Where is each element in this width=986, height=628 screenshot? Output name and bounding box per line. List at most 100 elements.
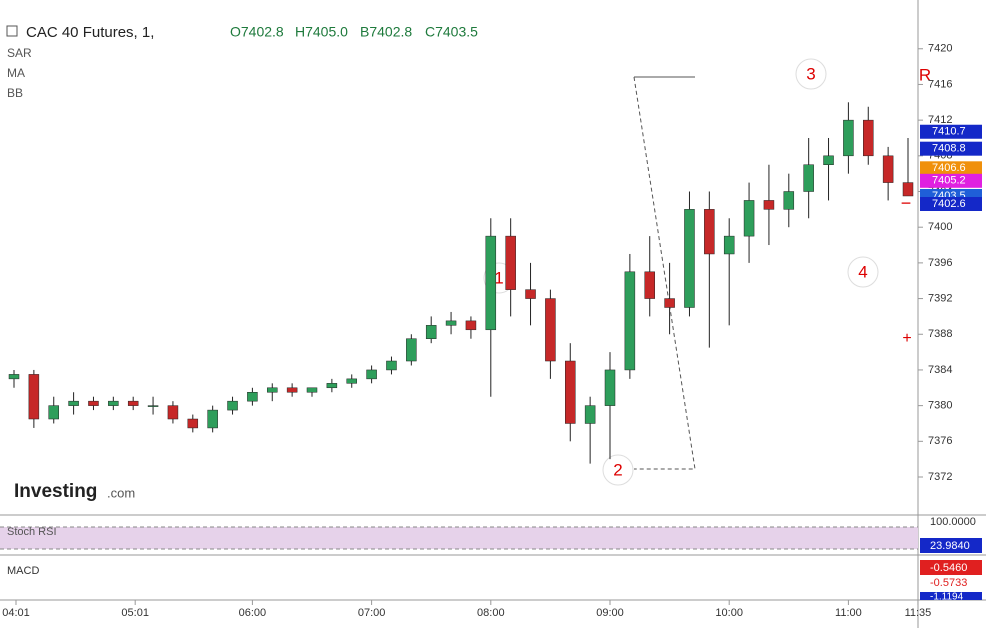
candle-body <box>68 400 79 406</box>
candle-body <box>227 400 238 411</box>
y-tick-label: 7396 <box>928 257 952 269</box>
candle-body <box>704 209 715 255</box>
annotation: 2 <box>613 460 622 479</box>
candle-body <box>445 320 457 326</box>
logo: .com <box>107 485 135 500</box>
y-tick-label: 7372 <box>928 471 952 483</box>
macd-tag <box>920 560 982 575</box>
candle-body <box>406 338 417 362</box>
price-tag <box>920 124 982 139</box>
stoch-label: 23.9840 <box>930 540 970 552</box>
candle-body <box>584 405 596 424</box>
candle-body <box>366 369 377 380</box>
macd-label: -1.1194 <box>930 592 964 603</box>
annotation: 4 <box>858 262 867 281</box>
y-tick-label: 7416 <box>928 78 952 90</box>
x-tick-label: 09:00 <box>596 607 624 619</box>
x-tick-label: 06:00 <box>239 607 267 619</box>
x-tick-label: 11:35 <box>905 607 932 619</box>
candle-body <box>723 235 735 255</box>
candle-body <box>763 200 775 210</box>
candle-body <box>743 200 755 237</box>
chart-title: CAC 40 Futures, 1, <box>26 24 154 41</box>
candle-body <box>803 164 814 192</box>
annotation-circle <box>795 58 827 90</box>
candle-body <box>863 119 874 157</box>
candle-body <box>247 391 258 402</box>
candle-body <box>604 369 616 406</box>
indicator-label[interactable]: Stoch RSI <box>7 526 57 538</box>
y-tick-label: 7412 <box>928 114 952 126</box>
candle-body <box>28 374 40 420</box>
candle-body <box>902 182 914 197</box>
y-tick-label: 7392 <box>928 292 952 304</box>
stoch-band <box>0 527 918 549</box>
candle-body <box>425 325 437 339</box>
x-tick-label: 10:00 <box>715 607 743 619</box>
candle-body <box>624 271 636 371</box>
price-tag-label: 7406.6 <box>932 162 966 174</box>
candle-body <box>167 405 179 420</box>
annotation: R <box>919 65 931 84</box>
collapse-icon[interactable] <box>6 25 18 37</box>
x-tick-label: 05:01 <box>121 607 149 619</box>
price-tag-label: 7402.6 <box>932 198 966 210</box>
annotation: − <box>901 193 912 213</box>
y-tick-label: 7400 <box>928 221 952 233</box>
price-tag-label: 7408.8 <box>932 143 966 155</box>
x-tick-label: 08:00 <box>477 607 505 619</box>
price-tag-label: 7410.7 <box>932 126 966 138</box>
annotation: 3 <box>806 64 815 83</box>
candle-body <box>386 360 397 371</box>
indicator-label[interactable]: MA <box>7 66 25 80</box>
candle-body <box>485 235 497 331</box>
candle-body <box>823 155 834 165</box>
macd-tag <box>920 592 982 600</box>
candle-body <box>326 383 338 389</box>
header-value: C7403.5 <box>425 24 478 40</box>
header-value: B7402.8 <box>360 24 412 40</box>
macd-label: -0.5733 <box>930 577 967 589</box>
macd-label: -0.5460 <box>930 562 967 574</box>
candle-body <box>88 400 99 406</box>
candle-body <box>664 298 675 308</box>
x-tick-label: 04:01 <box>2 607 30 619</box>
x-tick-label: 11:00 <box>835 607 862 619</box>
candle-body <box>306 387 318 393</box>
y-tick-label: 7420 <box>928 43 952 55</box>
indicator-label[interactable]: SAR <box>7 46 32 60</box>
x-tick-label: 07:00 <box>358 607 386 619</box>
candle-body <box>783 191 795 210</box>
candle-body <box>147 405 159 407</box>
price-tag <box>920 173 982 188</box>
price-tag-label: 7405.2 <box>932 175 966 187</box>
candle-body <box>346 378 357 384</box>
candle-body <box>644 271 655 299</box>
candle-body <box>108 400 119 406</box>
header-value: H7405.0 <box>295 24 348 40</box>
y-tick-label: 7388 <box>928 328 952 340</box>
stoch-label: 100.0000 <box>930 516 976 528</box>
candle-body <box>48 405 59 420</box>
indicator-label[interactable]: MACD <box>7 565 39 577</box>
annotation-circle <box>847 256 879 288</box>
candle-body <box>465 320 477 331</box>
drawing-line <box>633 76 696 470</box>
candle-body <box>286 387 298 393</box>
price-tag <box>920 161 982 176</box>
logo: Investing <box>14 481 97 502</box>
candle-body <box>565 360 576 424</box>
candle-body <box>187 418 199 429</box>
candle-body <box>545 298 556 362</box>
candle-body <box>684 209 695 308</box>
header-value: O7402.8 <box>230 24 284 40</box>
indicator-label[interactable]: BB <box>7 86 23 100</box>
y-tick-label: 7384 <box>928 364 952 376</box>
annotation: + <box>902 330 911 347</box>
price-tag <box>920 197 982 211</box>
candle-body <box>843 119 854 157</box>
candle-body <box>207 409 218 429</box>
annotation-circle <box>602 454 634 486</box>
candle-body <box>525 289 536 299</box>
